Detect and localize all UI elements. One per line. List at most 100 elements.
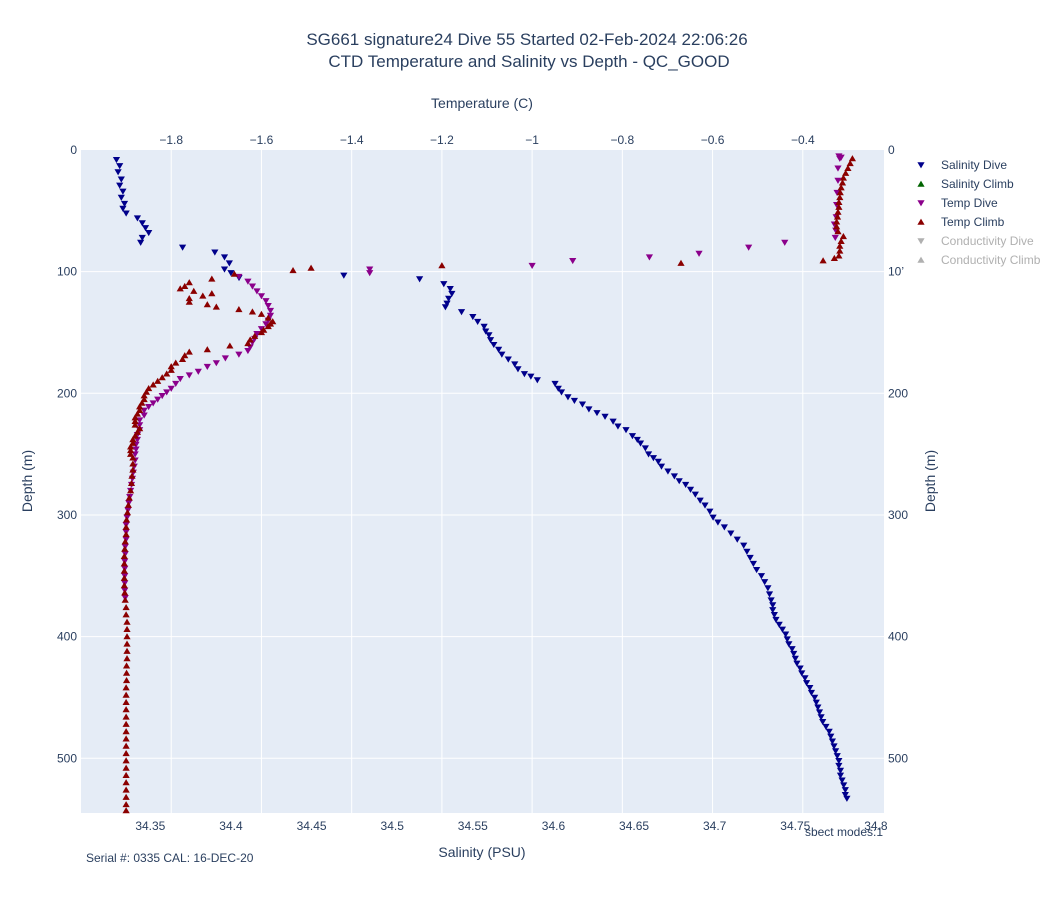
legend-item-temp-dive[interactable]: Temp Dive: [917, 196, 998, 210]
data-point: [782, 631, 790, 638]
data-point: [132, 446, 140, 453]
data-point: [788, 646, 796, 653]
y-axis-right-title: Depth (m): [922, 450, 938, 512]
data-point: [129, 454, 137, 461]
legend-item-salinity-climb[interactable]: Salinity Climb: [917, 177, 1014, 191]
data-point: [785, 641, 793, 648]
data-point: [819, 257, 827, 264]
data-point: [122, 611, 130, 618]
data-point: [831, 234, 839, 242]
data-point: [122, 691, 130, 698]
data-point: [124, 501, 132, 508]
data-point: [835, 762, 843, 769]
depth-tick-label-right: 300: [888, 508, 908, 522]
data-point: [814, 704, 822, 711]
data-point: [122, 669, 131, 676]
data-point: [131, 417, 139, 424]
data-point: [636, 440, 645, 447]
data-point: [127, 487, 135, 494]
data-point: [498, 351, 506, 358]
depth-tick-label-right: 500: [888, 751, 908, 765]
data-point: [366, 270, 374, 277]
data-point: [443, 300, 451, 307]
data-point: [486, 337, 495, 344]
data-point: [474, 318, 482, 325]
data-point: [122, 735, 130, 742]
x-axis-bottom-title: Salinity (PSU): [438, 844, 525, 860]
data-point: [121, 545, 129, 552]
data-point: [817, 714, 825, 721]
data-point: [778, 626, 787, 633]
chart-title-line-1: SG661 signature24 Dive 55 Started 02-Feb…: [306, 30, 747, 49]
data-point: [485, 332, 493, 339]
legend-item-conductivity-climb[interactable]: Conductivity Climb: [917, 253, 1041, 267]
legend-item-conductivity-dive[interactable]: Conductivity Dive: [917, 234, 1034, 248]
legend-label: Salinity Dive: [941, 158, 1007, 172]
data-point: [833, 753, 841, 760]
data-point: [838, 777, 846, 784]
data-point: [834, 177, 842, 184]
data-point: [172, 380, 180, 387]
data-point: [761, 579, 769, 586]
legend-marker-icon: [917, 200, 925, 207]
legend-item-salinity-dive[interactable]: Salinity Dive: [917, 158, 1007, 172]
data-point: [838, 179, 847, 186]
data-point: [790, 650, 798, 658]
depth-tick-label-right: 0: [888, 143, 895, 157]
data-point: [266, 312, 275, 319]
data-point: [178, 355, 187, 362]
data-point: [122, 786, 130, 793]
data-point: [123, 647, 131, 654]
data-point: [827, 733, 835, 740]
data-point: [120, 200, 129, 207]
salinity-tick-label: 34.6: [542, 819, 566, 833]
temperature-tick-label: −1.6: [250, 133, 274, 147]
data-point: [714, 519, 722, 526]
data-point: [244, 278, 252, 285]
data-point: [122, 749, 130, 757]
data-point: [248, 283, 257, 290]
data-point: [765, 591, 774, 598]
data-point: [262, 298, 270, 305]
legend-item-temp-climb[interactable]: Temp Climb: [917, 215, 1005, 229]
serial-cal-annotation: Serial #: 0335 CAL: 16-DEC-20: [86, 851, 254, 865]
data-point: [123, 655, 131, 662]
legend-marker-icon: [917, 256, 925, 263]
data-point: [701, 502, 709, 509]
data-point: [511, 361, 519, 368]
data-point: [227, 270, 235, 277]
data-point: [740, 542, 748, 549]
data-point: [129, 466, 137, 473]
data-point: [121, 589, 129, 596]
data-point: [122, 210, 130, 217]
data-point: [822, 723, 830, 731]
data-point: [122, 713, 130, 720]
depth-tick-label-left: 400: [57, 630, 77, 644]
tick-labels: −1.8 −1.6 −1.4 −1.2 −1 −0.8 −0.6 −0.4 0 0 100 10’ 20…: [57, 133, 908, 833]
data-point: [727, 530, 735, 537]
data-point: [119, 188, 127, 195]
data-point: [176, 285, 184, 292]
data-point: [807, 689, 816, 696]
data-point: [220, 254, 229, 261]
data-point: [835, 198, 843, 206]
data-point: [753, 566, 761, 574]
data-point: [841, 792, 849, 799]
data-point: [769, 607, 777, 614]
temperature-tick-label: −1.4: [340, 133, 364, 147]
data-point: [657, 463, 666, 470]
data-point: [122, 662, 131, 669]
data-point: [235, 351, 243, 358]
series-temp-dive: [121, 153, 845, 602]
data-point: [834, 208, 842, 215]
data-point: [695, 250, 703, 257]
data-point: [654, 458, 662, 465]
data-point: [122, 764, 130, 771]
data-point: [440, 281, 448, 288]
data-point: [836, 194, 844, 201]
data-point: [340, 272, 348, 279]
data-point: [117, 194, 125, 201]
data-point: [720, 524, 728, 531]
data-point: [837, 237, 845, 244]
data-point: [266, 307, 275, 314]
